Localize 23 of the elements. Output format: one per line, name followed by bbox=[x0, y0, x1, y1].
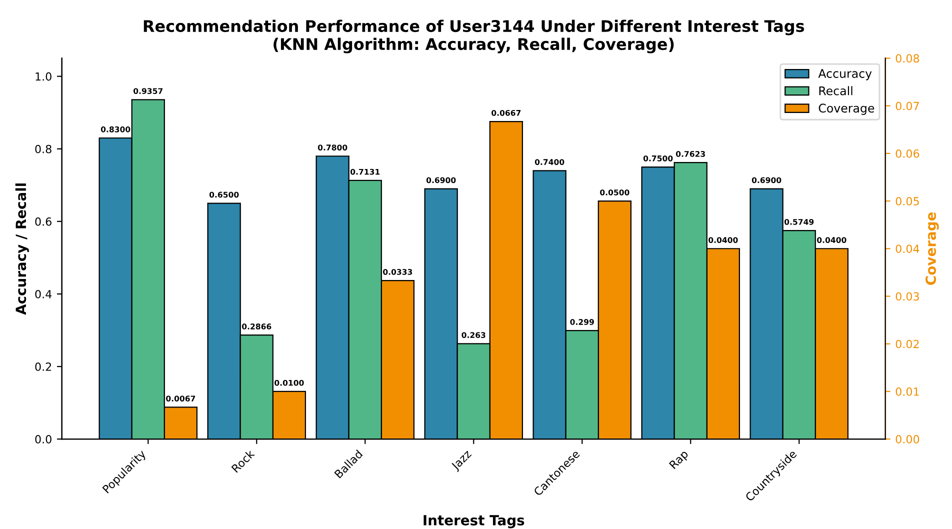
y2-axis-title: Coverage bbox=[926, 212, 939, 285]
y-tick-label: 1.0 bbox=[36, 72, 52, 81]
y2-tick-label: 0.01 bbox=[896, 387, 919, 396]
y2-tick-label: 0.02 bbox=[896, 340, 919, 348]
legend-label: Recall bbox=[819, 86, 852, 96]
x-axis-title: Interest Tags bbox=[424, 515, 524, 528]
y2-tick-label: 0.06 bbox=[896, 149, 920, 158]
y2-tick-label: 0.08 bbox=[896, 54, 920, 63]
y-tick-label: 0.6 bbox=[35, 217, 52, 226]
y2-tick-label: 0.00 bbox=[896, 435, 920, 444]
y-tick-label: 0.8 bbox=[35, 144, 52, 154]
legend-label: Coverage bbox=[818, 104, 874, 115]
y2-tick-label: 0.05 bbox=[896, 196, 919, 206]
y-tick-label: 0.4 bbox=[35, 290, 52, 298]
x-tick-label: Rap bbox=[668, 449, 690, 471]
y2-tick-label: 0.04 bbox=[896, 244, 920, 254]
y-tick-label: 0.2 bbox=[35, 362, 52, 371]
y-tick-label: 0.0 bbox=[35, 435, 52, 444]
legend-label: Accuracy bbox=[818, 69, 872, 80]
y-axis-title: Accuracy / Recall bbox=[15, 184, 29, 315]
y2-tick-label: 0.03 bbox=[896, 292, 919, 301]
chart-title: Recommendation Performance of User3144 Under Different Interest Tags (KNN Algorithm: Accuracy, Recall, Coverage) bbox=[144, 20, 804, 54]
y2-tick-label: 0.07 bbox=[896, 102, 919, 110]
